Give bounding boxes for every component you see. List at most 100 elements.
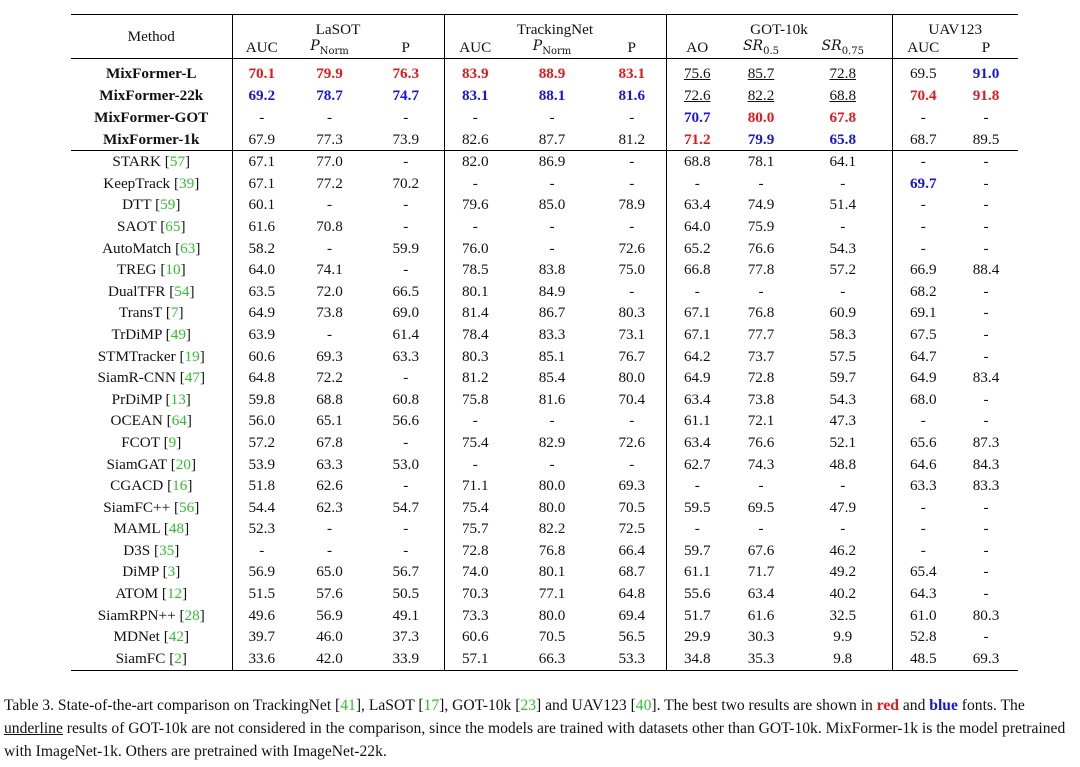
- table-cell: -: [954, 345, 1018, 367]
- caption-citation[interactable]: 40: [635, 697, 652, 714]
- cell-got-sr05: -: [758, 282, 764, 300]
- caption-citation[interactable]: 41: [340, 697, 356, 714]
- cell-got-sr075: 65.8: [829, 130, 857, 148]
- method-name-cell: MDNet [42]: [113, 628, 189, 646]
- cell-uav-p: -: [983, 153, 989, 171]
- method-citation[interactable]: 49: [170, 325, 186, 343]
- cell-trackingnet-p: 81.6: [618, 87, 646, 105]
- method-citation[interactable]: 57: [169, 153, 186, 171]
- method-citation[interactable]: 16: [172, 477, 188, 495]
- caption-citation[interactable]: 23: [520, 697, 537, 714]
- table-cell: 82.9: [506, 432, 598, 454]
- table-cell: 66.4: [598, 540, 666, 562]
- method-citation[interactable]: 65: [165, 217, 181, 235]
- cell-got-sr075: 67.8: [829, 109, 857, 127]
- method-citation[interactable]: 7: [170, 304, 179, 322]
- method-citation[interactable]: 12: [166, 585, 183, 603]
- table-cell: 87.3: [954, 432, 1018, 454]
- cell-lasot-auc: 58.2: [248, 239, 276, 257]
- table-row: TrDiMP [49] 63.9 - 61.4 78.4 83.3 73.1 67.1 77.7…: [71, 323, 1018, 346]
- table-cell: -: [891, 237, 954, 259]
- table-cell: 33.9: [368, 647, 444, 671]
- cell-got-sr075: 54.3: [829, 239, 857, 257]
- table-cell: 76.6: [728, 237, 794, 259]
- method-citation[interactable]: 39: [179, 174, 195, 192]
- table-cell: -: [665, 518, 728, 540]
- cell-got-sr05: -: [758, 477, 764, 495]
- cell-trackingnet-p: 66.4: [618, 541, 646, 559]
- table-cell: 32.5: [794, 604, 892, 626]
- cell-uav-auc: 66.9: [909, 261, 937, 279]
- method-name: STMTracker: [97, 347, 176, 365]
- table-row: PrDiMP [13] 59.8 68.8 60.8 75.8 81.6 70.4 63.4 7…: [71, 388, 1018, 411]
- cell-got-sr05: 79.9: [747, 130, 775, 148]
- table-cell: 75.0: [598, 259, 666, 281]
- cell-uav-auc: -: [920, 217, 926, 235]
- cell-uav-auc: 64.6: [909, 455, 937, 473]
- table-cell: 61.1: [665, 410, 728, 432]
- table-cell: -: [891, 539, 954, 562]
- method-citation[interactable]: 13: [170, 390, 186, 408]
- caption-citation[interactable]: 17: [423, 697, 440, 714]
- method-name-cell: ATOM [12]: [115, 585, 188, 603]
- method-name-cell: PrDiMP [13]: [111, 390, 191, 408]
- method-citation[interactable]: 63: [180, 239, 196, 257]
- cell-trackingnet-p: -: [629, 455, 635, 473]
- table-cell: 68.8: [665, 150, 728, 173]
- method-citation[interactable]: 47: [184, 369, 200, 387]
- cell-lasot-pnorm: -: [326, 239, 333, 257]
- table-cell: 57.2: [794, 259, 892, 281]
- method-citation[interactable]: 19: [184, 347, 200, 365]
- table-cell: -: [368, 151, 444, 173]
- cell-trackingnet-p: -: [629, 282, 635, 300]
- method-name: D3S: [123, 541, 151, 559]
- method-citation[interactable]: 20: [175, 455, 191, 473]
- cell-trackingnet-auc: 83.9: [461, 65, 489, 83]
- cell-lasot-pnorm: 73.8: [316, 304, 343, 322]
- cell-got-sr075: 48.8: [829, 455, 857, 473]
- method-name: CGACD: [110, 477, 164, 495]
- cell-trackingnet-auc: -: [472, 109, 478, 127]
- table-cell: -: [368, 540, 444, 562]
- cell-got-sr075: 72.8: [829, 65, 857, 83]
- cell-lasot-p: 56.7: [392, 563, 420, 581]
- table-cell: 37.3: [368, 626, 444, 648]
- cell-lasot-auc: 33.6: [248, 650, 276, 668]
- table-cell: 68.2: [891, 280, 954, 303]
- cell-got-ao: -: [694, 174, 700, 192]
- cell-got-sr05: 63.4: [747, 585, 775, 603]
- table-cell: 63.3: [368, 345, 444, 367]
- method-citation[interactable]: 64: [171, 412, 187, 430]
- table-cell: -: [728, 173, 794, 195]
- method-citation[interactable]: 3: [167, 563, 176, 581]
- cell-got-sr075: 58.3: [829, 325, 857, 343]
- method-citation[interactable]: 10: [165, 261, 181, 279]
- cell-got-sr05: 72.1: [747, 412, 775, 430]
- cell-uav-p: 91.8: [972, 87, 1000, 105]
- method-citation[interactable]: 59: [160, 196, 176, 214]
- method-citation[interactable]: 9: [168, 433, 177, 451]
- table-cell: 73.8: [291, 302, 368, 324]
- table-cell: 83.3: [954, 475, 1018, 497]
- table-cell: 68.7: [891, 129, 954, 151]
- table-cell: 63.4: [728, 583, 794, 605]
- cell-got-ao: 63.4: [683, 433, 711, 451]
- table-cell: 51.8: [231, 474, 291, 497]
- method-name: SAOT: [117, 217, 157, 235]
- cell-lasot-p: 56.6: [392, 412, 420, 430]
- method-citation[interactable]: 28: [184, 606, 200, 624]
- method-citation[interactable]: 35: [159, 541, 175, 559]
- method-citation[interactable]: 42: [168, 628, 184, 646]
- method-name-cell: SiamFC++ [56]: [103, 498, 200, 516]
- table-cell: -: [368, 475, 444, 497]
- cell-trackingnet-pnorm: 88.1: [538, 87, 566, 105]
- cell-lasot-p: 73.9: [392, 130, 420, 148]
- method-citation[interactable]: 48: [168, 520, 185, 538]
- cell-trackingnet-p: -: [629, 174, 635, 192]
- cell-trackingnet-p: 69.4: [618, 606, 646, 624]
- method-citation[interactable]: 56: [179, 498, 195, 516]
- method-citation[interactable]: 2: [174, 650, 182, 668]
- cell-uav-auc: 64.9: [909, 369, 937, 387]
- method-citation[interactable]: 54: [174, 282, 190, 300]
- table-cell: -: [598, 410, 666, 432]
